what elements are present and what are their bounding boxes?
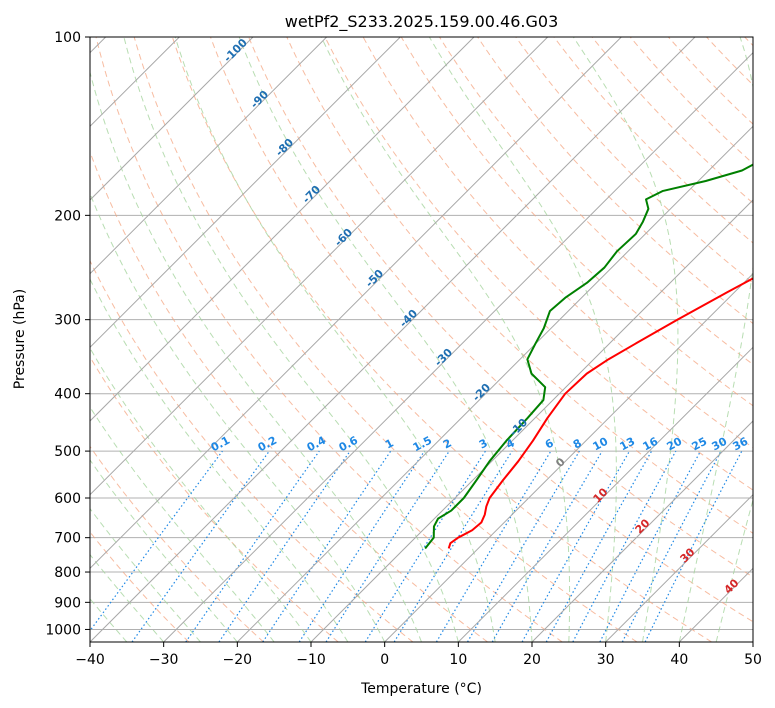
x-tick-label: 30 <box>597 652 615 668</box>
moist-adiabat <box>90 70 422 642</box>
y-tick-label: 100 <box>54 30 81 46</box>
dry-adiabat <box>248 37 753 578</box>
mixing-ratio-label: 25 <box>690 435 710 454</box>
x-tick-label: 40 <box>670 652 688 668</box>
dry-adiabat <box>400 37 753 407</box>
y-tick-label: 700 <box>54 531 81 547</box>
temperature-profile-line <box>447 277 753 549</box>
skewed-isotherm <box>384 272 753 642</box>
x-tick-label: 20 <box>523 652 541 668</box>
skewed-isotherm <box>605 493 753 642</box>
skewed-isotherm <box>90 37 254 201</box>
y-axis-ticks: 100 200 300 400 500 600 700 800 900 1000 <box>45 30 90 638</box>
y-tick-label: 600 <box>54 491 81 507</box>
skewed-isotherm <box>457 346 753 642</box>
moist-adiabat <box>428 37 617 642</box>
skewed-isotherm <box>531 420 753 642</box>
skewed-isotherm <box>236 125 753 642</box>
mixing-ratio-label: 30 <box>710 435 730 454</box>
sounding-profiles <box>424 163 753 550</box>
mixing-ratio-line <box>185 450 320 642</box>
y-tick-label: 300 <box>54 313 81 329</box>
x-axis-ticks: −40 −30 −20 −10 0 10 20 30 40 50 <box>75 642 762 668</box>
mixing-ratio-line <box>435 450 552 642</box>
x-tick-label: −10 <box>296 652 326 668</box>
x-axis-label: Temperature (°C) <box>360 681 482 697</box>
mixing-ratio-label: 13 <box>618 435 638 454</box>
mixing-ratio-label: 10 <box>591 435 611 454</box>
dewpoint-profile-line <box>424 163 753 550</box>
moist-adiabat <box>174 37 496 642</box>
dry-adiabat <box>210 37 753 623</box>
x-tick-label: −40 <box>75 652 105 668</box>
skewed-isotherm <box>90 37 696 642</box>
moist-adiabat <box>90 459 238 642</box>
dry-adiabat <box>133 37 638 642</box>
mixing-ratio-line <box>90 450 223 632</box>
moist-adiabat <box>715 498 753 642</box>
mixing-ratio-line <box>218 450 351 642</box>
y-tick-label: 900 <box>54 595 81 611</box>
y-tick-label: 800 <box>54 565 81 581</box>
skewed-isotherm <box>90 37 622 570</box>
skewed-isotherm <box>90 37 549 496</box>
x-tick-label: 10 <box>449 652 467 668</box>
dry-adiabat <box>90 259 414 642</box>
x-tick-label: −30 <box>149 652 179 668</box>
mixing-ratio-label: 20 <box>665 435 685 454</box>
y-tick-label: 500 <box>54 444 81 460</box>
x-tick-label: −20 <box>223 652 253 668</box>
moist-adiabat <box>238 37 533 642</box>
mixing-ratio-line <box>393 450 513 642</box>
y-tick-label: 1000 <box>45 622 81 638</box>
dry-adiabat <box>629 37 753 165</box>
y-tick-label: 400 <box>54 387 81 403</box>
skewed-isotherm <box>90 37 475 422</box>
moist-adiabat <box>90 406 275 642</box>
y-tick-label: 200 <box>54 208 81 224</box>
moist-adiabat <box>123 37 459 642</box>
moist-adiabat <box>678 37 753 642</box>
mixing-ratio-line <box>572 450 677 642</box>
x-tick-label: 0 <box>380 652 389 668</box>
mixing-ratio-line <box>491 450 603 642</box>
mixing-ratio-line <box>131 450 270 642</box>
moist-adiabat <box>90 507 201 642</box>
dry-adiabat <box>90 445 264 642</box>
moist-adiabat <box>572 37 679 642</box>
dry-adiabat <box>171 37 712 642</box>
plot-frame <box>89 36 754 643</box>
skewed-isotherm <box>310 199 753 642</box>
dry-adiabat <box>515 37 753 284</box>
dry-adiabat <box>477 37 753 325</box>
skewed-isotherm <box>90 37 328 275</box>
mixing-ratio-line <box>466 450 580 642</box>
skewed-isotherms <box>90 37 753 642</box>
x-tick-label: 50 <box>744 652 762 668</box>
chart-title: wetPf2_S233.2025.159.00.46.G03 <box>285 12 559 32</box>
dry-adiabat <box>591 37 753 204</box>
mixing-ratio-line <box>325 450 450 642</box>
skewed-isotherm <box>90 37 401 349</box>
mixing-ratio-line <box>521 450 631 642</box>
moist-adiabat <box>320 37 571 642</box>
mixing-ratio-label: 36 <box>731 435 751 454</box>
y-axis-label: Pressure (hPa) <box>12 289 28 389</box>
skewed-isotherm <box>163 51 753 642</box>
mixing-ratio-lines <box>90 450 743 642</box>
dry-adiabat <box>324 37 753 491</box>
mixing-ratio-line <box>364 450 486 642</box>
mixing-ratio-label: 16 <box>641 435 661 454</box>
